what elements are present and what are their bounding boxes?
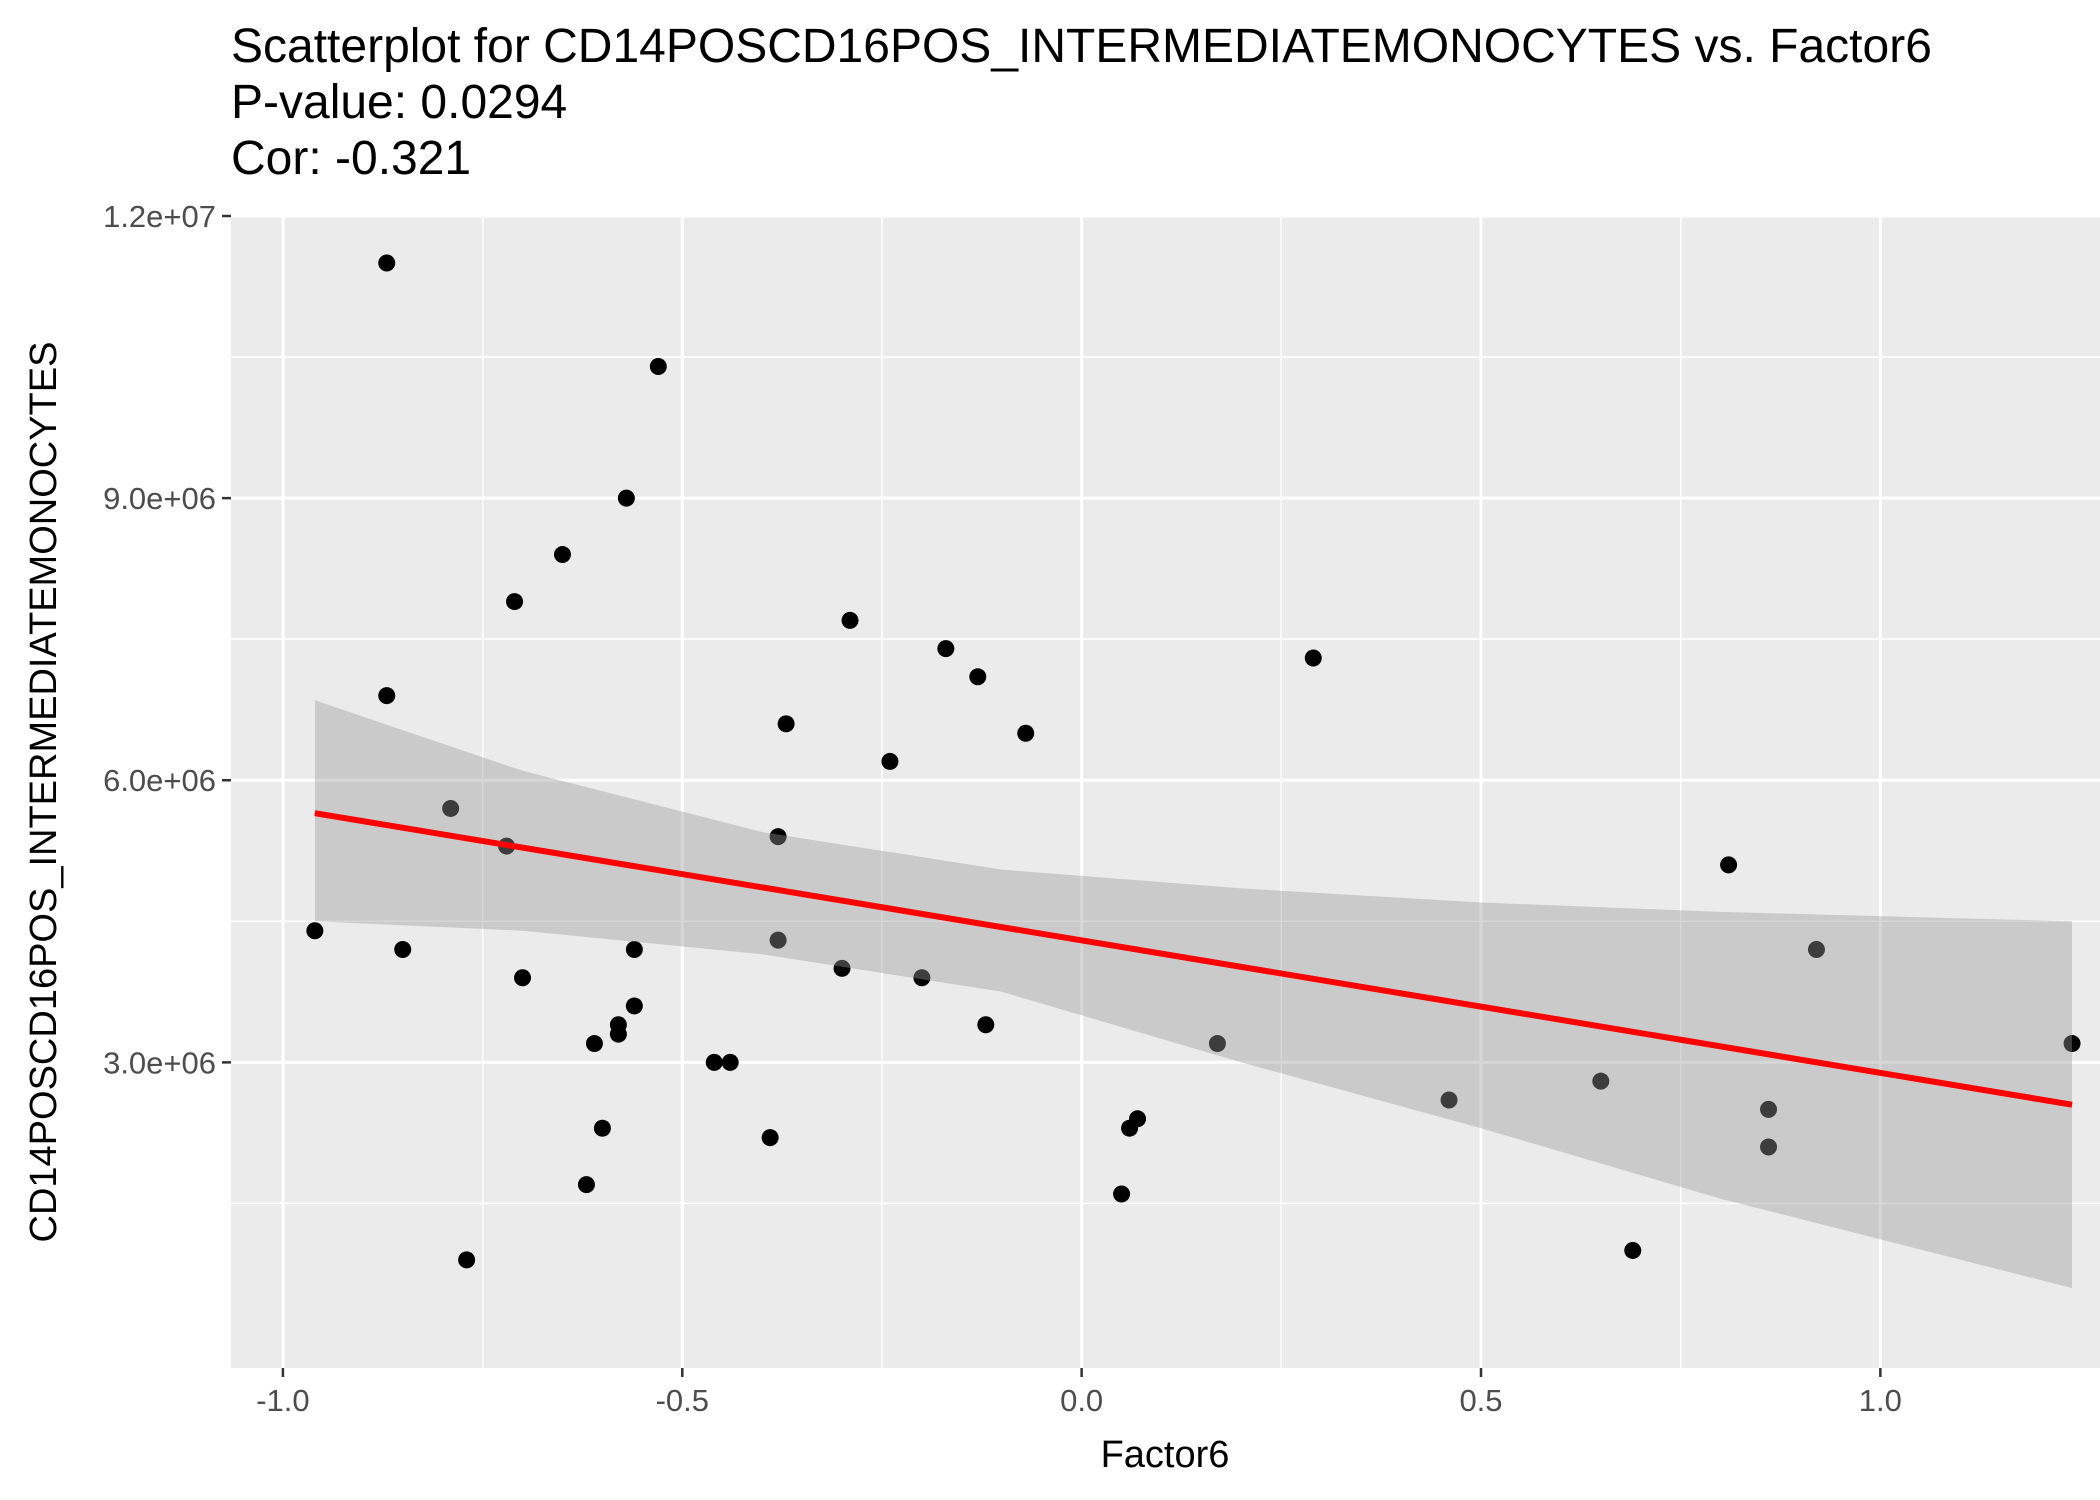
data-point (1592, 1072, 1610, 1090)
data-point (769, 931, 787, 949)
y-tick-label: 1.2e+07 (103, 199, 216, 234)
chart-title-line-2: P-value: 0.0294 (231, 76, 567, 129)
chart-title-line-3: Cor: -0.321 (231, 132, 471, 185)
data-point (625, 941, 643, 959)
data-point (617, 489, 635, 507)
data-point (625, 997, 643, 1015)
data-point (705, 1053, 723, 1071)
panel-background (231, 216, 2100, 1368)
data-point (1017, 724, 1035, 742)
data-point (458, 1251, 476, 1269)
data-point (881, 752, 899, 770)
data-point (1720, 856, 1738, 874)
x-tick-label: 0.0 (1060, 1383, 1103, 1418)
data-point (769, 828, 787, 846)
data-point (841, 611, 859, 629)
x-tick-label: -0.5 (656, 1383, 709, 1418)
data-point (378, 687, 396, 705)
data-point (977, 1016, 995, 1034)
x-axis-ticks: -1.0 -0.5 0.0 0.5 1.0 (256, 1368, 1902, 1418)
x-tick-label: -1.0 (256, 1383, 309, 1418)
data-point (577, 1176, 595, 1194)
x-tick-label: 0.5 (1459, 1383, 1502, 1418)
minor-grid (231, 216, 2100, 1368)
y-tick-label: 6.0e+06 (103, 763, 216, 798)
data-point (1113, 1185, 1131, 1203)
data-point (1624, 1241, 1642, 1259)
data-point (506, 593, 524, 611)
data-point (609, 1025, 627, 1043)
data-point (514, 969, 532, 987)
data-point (442, 799, 460, 817)
data-point (1760, 1138, 1778, 1156)
data-point (378, 254, 396, 272)
data-point (833, 959, 851, 977)
x-tick-label: 1.0 (1859, 1383, 1902, 1418)
data-point (761, 1129, 779, 1147)
y-tick-label: 3.0e+06 (103, 1045, 216, 1080)
x-axis-title: Factor6 (1101, 1434, 1230, 1476)
y-axis-ticks: 3.0e+06 6.0e+06 9.0e+06 1.2e+07 (103, 199, 231, 1080)
data-point (721, 1053, 739, 1071)
data-point (1440, 1091, 1458, 1109)
data-point (2063, 1035, 2081, 1053)
data-point (585, 1035, 603, 1053)
data-point (394, 941, 412, 959)
data-point (1807, 941, 1825, 959)
data-points (306, 254, 2081, 1269)
data-point (1304, 649, 1322, 667)
confidence-band (314, 700, 2072, 1289)
data-point (1121, 1119, 1139, 1137)
data-point (913, 969, 931, 987)
data-point (1208, 1035, 1226, 1053)
chart-title-line-1: Scatterplot for CD14POSCD16POS_INTERMEDI… (231, 20, 1932, 73)
regression-line (314, 810, 2073, 1108)
data-point (969, 668, 987, 686)
major-grid (231, 214, 2100, 1368)
data-point (553, 546, 571, 564)
data-point (649, 357, 667, 375)
data-point (306, 922, 324, 940)
data-point (777, 715, 795, 733)
y-tick-label: 9.0e+06 (103, 481, 216, 516)
data-point (593, 1119, 611, 1137)
data-point (1760, 1100, 1778, 1118)
data-point (937, 640, 955, 658)
y-axis-title: CD14POSCD16POS_INTERMEDIATEMONOCYTES (23, 342, 65, 1243)
